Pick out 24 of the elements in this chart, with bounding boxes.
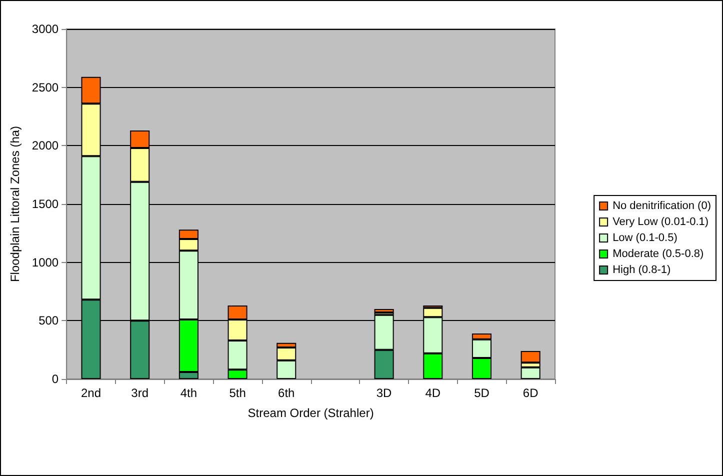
- x-axis-title: Stream Order (Strahler): [248, 406, 374, 420]
- y-tick-label: 500: [38, 314, 59, 328]
- x-tick-label: 4D: [425, 386, 441, 400]
- x-tick-label: 3D: [376, 386, 392, 400]
- y-tick-label: 1000: [32, 255, 59, 270]
- bar: [374, 309, 394, 312]
- y-tick-label: 3000: [32, 22, 59, 36]
- x-tick-label: 5th: [229, 386, 246, 400]
- y-axis-title: Floodplain Littoral Zones (ha): [8, 126, 22, 282]
- legend-label: Moderate (0.5-0.8): [612, 248, 704, 260]
- legend-label: Low (0.1-0.5): [612, 232, 678, 244]
- legend-label: High (0.8-1): [612, 264, 671, 276]
- legend-label: No denitrification (0): [612, 200, 712, 212]
- y-tick-label: 2500: [32, 80, 59, 94]
- y-tick-label: 2000: [32, 138, 59, 153]
- x-tick-label: 6th: [278, 386, 295, 400]
- x-tick-label: 5D: [474, 386, 490, 400]
- x-tick-label: 3rd: [131, 386, 149, 400]
- y-tick-label: 1500: [32, 197, 59, 211]
- y-tick-label: 0: [52, 372, 59, 386]
- x-tick-label: 4th: [180, 386, 198, 400]
- x-tick-label: 2nd: [81, 386, 102, 400]
- x-tick-label: 6D: [522, 386, 539, 400]
- legend-label: Very Low (0.01-0.1): [612, 216, 709, 228]
